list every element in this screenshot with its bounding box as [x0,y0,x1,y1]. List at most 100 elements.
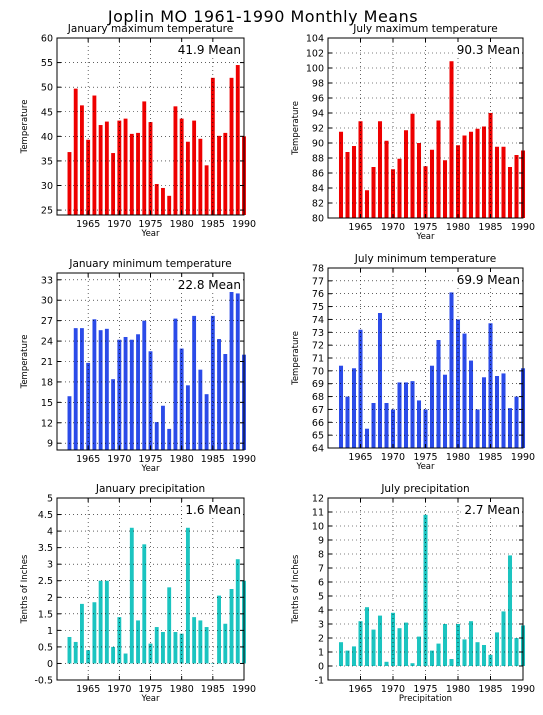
mean-label: 2.7 Mean [464,503,520,517]
mean-label-bg [461,502,522,517]
bar-1976 [429,365,435,448]
y-tick-label: 55 [41,58,53,69]
bar-1968 [377,615,383,666]
x-tick-label: 1985 [201,219,225,230]
x-tick-label: 1970 [381,684,405,695]
x-tick-label: 1980 [170,219,194,230]
bar-1970 [117,120,122,215]
bar-1981 [185,385,190,450]
bar-1979 [173,318,178,450]
y-tick-label: 78 [312,264,324,275]
x-tick-label: 1965 [76,219,100,230]
x-tick-label: 1980 [170,684,194,695]
bar-1967 [371,403,376,448]
chart-title: July minimum temperature [354,253,496,265]
bar-1964 [351,646,357,666]
bar-1988 [229,589,234,664]
bar-1985 [488,654,493,666]
bar-1989 [235,293,240,450]
bar-1967 [98,330,103,450]
bar-1966 [364,607,370,666]
bar-1974 [416,143,422,218]
x-tick-label: 1990 [232,684,256,695]
y-tick-label: 5 [47,494,53,505]
chart-panel-3: 9 12 15 18 21 24 27 30 33 1965 1970 1975 1980 1985 199… [20,258,256,474]
bar-1983 [198,369,203,450]
bar-1986 [217,339,221,450]
bar-1987 [223,623,228,664]
y-tick-label: 74 [312,315,324,326]
bar-1974 [142,544,147,664]
x-tick-label: 1975 [413,222,437,233]
bar-1966 [92,319,97,450]
y-tick-label: 30 [41,181,53,192]
bar-1968 [104,580,109,664]
bar-1989 [514,155,519,218]
bar-1972 [129,133,134,216]
bar-1963 [345,650,350,666]
bar-1988 [229,77,234,215]
bar-1969 [384,661,389,666]
mean-label-bg [182,502,243,517]
bar-1975 [148,351,153,450]
x-axis-label: Precipitation [399,694,452,704]
bar-1974 [142,101,147,215]
bar-1977 [436,120,441,218]
bar-1980 [455,145,461,218]
bar-1971 [397,628,402,666]
bar-1986 [494,632,500,666]
bar-1968 [377,121,383,218]
bar-1987 [223,132,228,215]
y-tick-label: -1 [315,676,324,687]
bar-1982 [192,120,197,215]
x-tick-label: 1965 [76,684,100,695]
bar-1978 [442,624,448,666]
bar-1964 [80,105,84,215]
y-tick-label: 35 [41,156,53,167]
bar-1982 [468,131,474,218]
x-tick-label: 1990 [511,222,535,233]
x-tick-label: 1970 [107,219,131,230]
y-tick-label: 67 [312,405,324,416]
y-tick-label: 9 [47,439,53,450]
bar-1984 [204,165,209,215]
bar-1965 [86,139,91,215]
bar-1963 [73,88,78,215]
x-tick-label: 1985 [478,452,502,463]
y-tick-label: 45 [41,107,53,118]
bar-1977 [436,643,441,666]
bar-1983 [475,409,480,448]
y-tick-label: 76 [312,289,324,300]
bar-1972 [403,130,409,218]
bar-1978 [167,587,172,664]
x-axis-label: Year [141,229,161,239]
y-tick-label: 84 [312,184,324,195]
bar-1970 [390,612,396,666]
bar-1968 [377,313,383,448]
bar-1983 [475,642,480,666]
x-tick-label: 1990 [232,454,256,465]
chart-panel-2: 80 82 84 86 88 90 92 94 96 98 100 102 104 1965 1970 197… [291,23,535,242]
y-tick-label: 2.5 [38,576,53,587]
bar-1987 [223,354,228,450]
y-tick-label: 86 [312,169,324,180]
bar-1985 [488,113,493,218]
x-tick-label: 1985 [201,454,225,465]
bar-1981 [462,333,467,448]
bar-1974 [142,320,147,450]
bar-1971 [123,336,128,450]
y-tick-label: 98 [312,79,324,90]
bar-1966 [364,190,370,218]
y-tick-label: 66 [312,418,324,429]
y-tick-label: 4.5 [38,510,53,521]
x-axis-label: Year [416,232,436,242]
chart-panel-5: -0.5 0 0.5 1 1.5 2 2.5 3 3.5 4 4.5 5 1965 1970 1975 198… [20,483,256,704]
bar-1988 [229,289,234,450]
bar-1965 [86,362,91,450]
y-tick-label: 2 [318,634,324,645]
y-tick-label: 21 [41,357,53,368]
bar-1987 [501,611,506,666]
y-axis-label: Temperature [291,331,301,386]
bar-1986 [217,595,221,664]
x-tick-label: 1990 [232,219,256,230]
